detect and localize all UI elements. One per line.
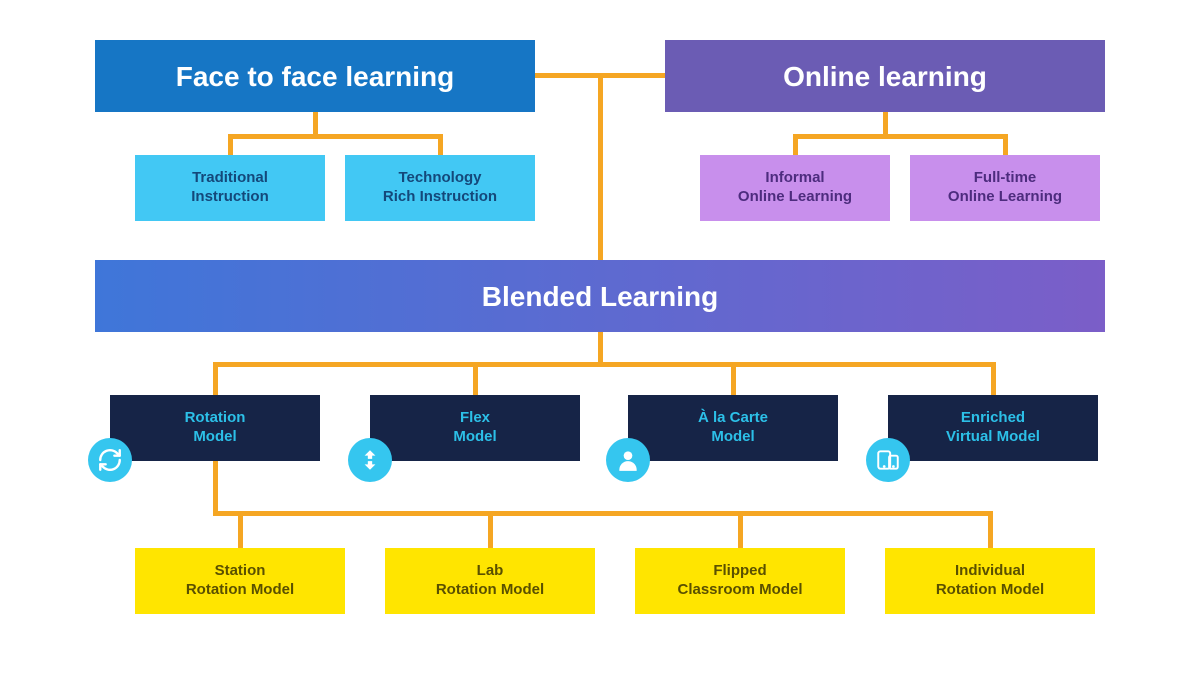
node-rotation-model: RotationModel	[110, 395, 320, 461]
connector	[213, 362, 218, 395]
node-flipped-classroom-model: FlippedClassroom Model	[635, 548, 845, 614]
connector	[228, 134, 443, 139]
connector	[991, 362, 996, 395]
connector	[213, 461, 218, 511]
diagram-stage: Face to face learning Online learning Tr…	[0, 0, 1200, 675]
node-online-learning: Online learning	[665, 40, 1105, 112]
connector	[793, 134, 798, 155]
node-label: FlippedClassroom Model	[677, 562, 802, 600]
node-label: LabRotation Model	[436, 562, 544, 600]
node-individual-rotation-model: IndividualRotation Model	[885, 548, 1095, 614]
connector	[731, 362, 736, 395]
flex-icon	[348, 438, 392, 482]
connector	[598, 73, 603, 260]
connector	[1003, 134, 1008, 155]
node-full-time-online-learning: Full-timeOnline Learning	[910, 155, 1100, 221]
node-label: RotationModel	[185, 409, 246, 447]
rotate-icon	[88, 438, 132, 482]
node-technology-rich-instruction: TechnologyRich Instruction	[345, 155, 535, 221]
node-label: Full-timeOnline Learning	[948, 169, 1062, 207]
node-station-rotation-model: StationRotation Model	[135, 548, 345, 614]
connector	[438, 134, 443, 155]
node-blended-learning: Blended Learning	[95, 260, 1105, 332]
node-label: EnrichedVirtual Model	[946, 409, 1040, 447]
devices-icon	[866, 438, 910, 482]
node-lab-rotation-model: LabRotation Model	[385, 548, 595, 614]
node-traditional-instruction: TraditionalInstruction	[135, 155, 325, 221]
node-label: À la CarteModel	[698, 409, 768, 447]
node-face-to-face-learning: Face to face learning	[95, 40, 535, 112]
connector	[988, 511, 993, 548]
node-label: InformalOnline Learning	[738, 169, 852, 207]
connector	[738, 511, 743, 548]
node-label: TechnologyRich Instruction	[383, 169, 497, 207]
node-enriched-virtual-model: EnrichedVirtual Model	[888, 395, 1098, 461]
connector	[793, 134, 1008, 139]
connector	[473, 362, 478, 395]
node-label: Face to face learning	[176, 59, 455, 94]
node-label: FlexModel	[453, 409, 496, 447]
node-informal-online-learning: InformalOnline Learning	[700, 155, 890, 221]
connector	[228, 134, 233, 155]
node-label: IndividualRotation Model	[936, 562, 1044, 600]
connector	[213, 511, 993, 516]
node-flex-model: FlexModel	[370, 395, 580, 461]
node-a-la-carte-model: À la CarteModel	[628, 395, 838, 461]
person-icon	[606, 438, 650, 482]
connector	[883, 112, 888, 134]
connector	[598, 332, 603, 362]
connector	[213, 362, 996, 367]
connector	[238, 511, 243, 548]
node-label: TraditionalInstruction	[191, 169, 269, 207]
node-label: Blended Learning	[482, 279, 718, 314]
connector	[488, 511, 493, 548]
connector	[313, 112, 318, 134]
node-label: Online learning	[783, 59, 987, 94]
node-label: StationRotation Model	[186, 562, 294, 600]
